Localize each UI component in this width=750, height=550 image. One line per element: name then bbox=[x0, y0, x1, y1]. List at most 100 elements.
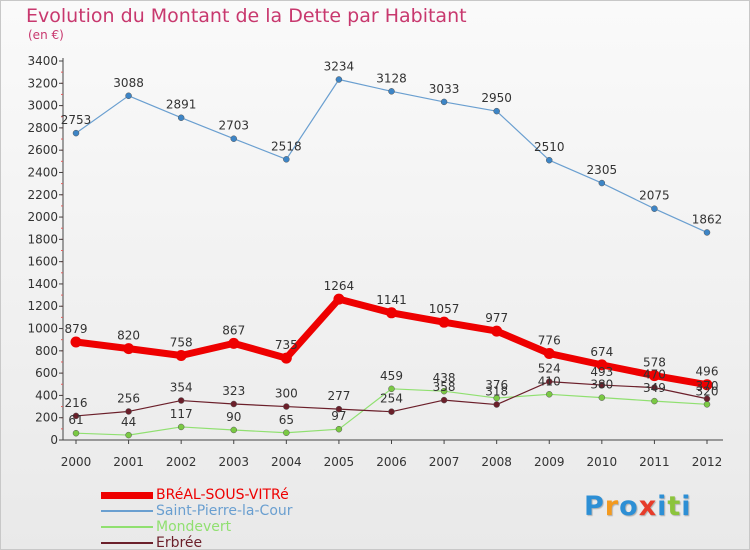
x-tick-label: 2000 bbox=[61, 455, 92, 469]
y-tick-label: 3200 bbox=[27, 76, 58, 90]
data-label-saint-pierre: 2753 bbox=[61, 113, 92, 127]
data-point-erbree bbox=[335, 405, 343, 413]
data-label-mondevert: 410 bbox=[538, 374, 561, 388]
data-label-erbree: 493 bbox=[590, 365, 613, 379]
data-label-breal: 1057 bbox=[429, 302, 460, 316]
legend-label: Mondevert bbox=[156, 519, 232, 535]
legend-swatch bbox=[101, 526, 153, 528]
y-tick-label: 2800 bbox=[27, 121, 58, 135]
y-tick-label: 1600 bbox=[27, 255, 58, 269]
data-label-saint-pierre: 2510 bbox=[534, 140, 565, 154]
data-label-breal: 867 bbox=[222, 323, 245, 337]
data-point-erbree bbox=[230, 400, 237, 408]
x-tick-label: 2006 bbox=[376, 455, 407, 469]
data-label-saint-pierre: 3088 bbox=[113, 76, 144, 90]
y-tick-label: 0 bbox=[50, 433, 58, 447]
legend-swatch bbox=[101, 510, 153, 512]
data-point-erbree bbox=[651, 384, 658, 391]
logo-letter: r bbox=[604, 491, 620, 522]
data-point-saint-pierre bbox=[283, 156, 290, 163]
data-label-erbree: 470 bbox=[643, 368, 666, 382]
chart-unit: (en €) bbox=[28, 28, 64, 42]
data-label-mondevert: 117 bbox=[170, 407, 193, 421]
data-point-mondevert bbox=[651, 397, 658, 405]
data-point-breal bbox=[123, 343, 135, 355]
data-point-mondevert bbox=[177, 423, 185, 431]
data-point-breal bbox=[333, 293, 345, 305]
data-label-erbree: 216 bbox=[65, 396, 88, 410]
data-point-saint-pierre bbox=[230, 135, 237, 142]
legend-label: Saint-Pierre-la-Cour bbox=[156, 503, 293, 519]
data-label-erbree: 256 bbox=[117, 391, 140, 405]
x-tick-label: 2009 bbox=[534, 455, 565, 469]
legend-label: Erbrée bbox=[156, 535, 203, 550]
data-label-breal: 977 bbox=[485, 311, 508, 325]
data-label-mondevert: 438 bbox=[433, 371, 456, 385]
data-point-mondevert bbox=[335, 425, 343, 433]
data-point-saint-pierre bbox=[72, 129, 80, 137]
data-point-mondevert bbox=[703, 401, 711, 408]
data-point-erbree bbox=[388, 408, 395, 415]
data-label-saint-pierre: 2891 bbox=[166, 98, 197, 112]
y-tick-label: 2400 bbox=[27, 165, 58, 179]
data-point-saint-pierre bbox=[598, 179, 606, 187]
data-point-saint-pierre bbox=[651, 205, 658, 212]
data-point-erbree bbox=[598, 381, 606, 389]
data-point-mondevert bbox=[283, 429, 290, 437]
data-label-erbree: 277 bbox=[327, 389, 350, 403]
data-point-erbree bbox=[177, 397, 185, 404]
data-label-breal: 776 bbox=[538, 333, 561, 347]
y-tick-label: 200 bbox=[35, 411, 58, 425]
data-label-mondevert: 459 bbox=[380, 369, 403, 383]
data-point-breal bbox=[386, 307, 397, 319]
chart-axes: 0 200 400 600 800 1000 1200 1400 1600 1800 2000 220… bbox=[27, 54, 723, 469]
y-tick-label: 2600 bbox=[27, 143, 58, 157]
data-label-breal: 758 bbox=[170, 336, 193, 350]
logo-letter: o bbox=[619, 491, 639, 522]
x-tick-label: 2003 bbox=[218, 455, 249, 469]
data-label-breal: 879 bbox=[65, 322, 88, 336]
data-point-saint-pierre bbox=[440, 98, 448, 106]
legend-swatch bbox=[101, 542, 153, 544]
logo-letter: P bbox=[584, 491, 605, 522]
data-point-erbree bbox=[546, 378, 553, 385]
data-point-erbree bbox=[283, 403, 290, 410]
x-tick-label: 2012 bbox=[692, 455, 723, 469]
data-point-saint-pierre bbox=[546, 156, 553, 164]
data-point-saint-pierre bbox=[703, 229, 711, 236]
data-point-mondevert bbox=[546, 391, 553, 398]
y-tick-label: 2000 bbox=[27, 210, 58, 224]
data-label-erbree: 354 bbox=[170, 381, 193, 395]
y-tick-label: 400 bbox=[35, 388, 58, 402]
data-label-mondevert: 65 bbox=[279, 413, 294, 427]
x-tick-label: 2002 bbox=[166, 455, 197, 469]
data-point-breal bbox=[701, 379, 713, 391]
data-point-mondevert bbox=[598, 394, 606, 401]
data-label-erbree: 323 bbox=[222, 384, 245, 398]
data-point-breal bbox=[280, 352, 292, 364]
y-tick-label: 2200 bbox=[27, 188, 58, 202]
data-point-erbree bbox=[125, 408, 132, 415]
data-label-breal: 578 bbox=[643, 356, 666, 370]
y-tick-label: 1400 bbox=[27, 277, 58, 291]
legend-swatch bbox=[101, 491, 153, 499]
data-label-saint-pierre: 2518 bbox=[271, 139, 302, 153]
x-tick-label: 2007 bbox=[429, 455, 460, 469]
data-label-breal: 1141 bbox=[376, 293, 407, 307]
data-label-breal: 1264 bbox=[324, 279, 355, 293]
data-point-breal bbox=[491, 325, 503, 337]
data-point-mondevert bbox=[440, 387, 448, 395]
data-label-saint-pierre: 2305 bbox=[587, 163, 618, 177]
data-point-breal bbox=[438, 316, 450, 328]
y-tick-label: 600 bbox=[35, 366, 58, 380]
y-tick-label: 3000 bbox=[27, 99, 58, 113]
data-point-breal bbox=[596, 359, 608, 371]
proxiti-logo: Proxiti bbox=[584, 491, 692, 522]
data-label-breal: 735 bbox=[275, 338, 298, 352]
series-layer bbox=[70, 76, 713, 439]
data-label-erbree: 254 bbox=[380, 392, 403, 406]
data-point-mondevert bbox=[388, 385, 395, 393]
data-label-erbree: 300 bbox=[275, 387, 298, 401]
